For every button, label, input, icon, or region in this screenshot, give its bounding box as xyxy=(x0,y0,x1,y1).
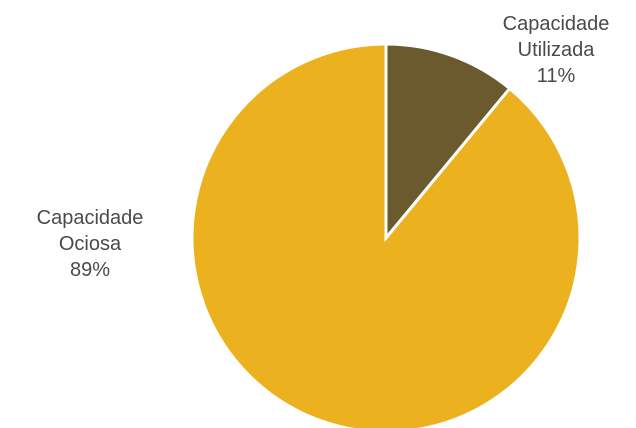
slice-category-label: Ociosa xyxy=(59,233,122,255)
labels-layer: Capacidade Utilizada 11% Capacidade Ociosa 89… xyxy=(37,13,610,281)
slice-value-label: 11% xyxy=(537,65,576,87)
slice-label: Capacidade Ociosa 89% xyxy=(37,207,144,281)
slices-layer xyxy=(190,42,582,428)
slice-value-label: 89% xyxy=(70,259,110,281)
slice-category-label: Capacidade xyxy=(37,207,144,229)
slice-category-label: Capacidade xyxy=(503,13,610,35)
slice-category-label: Utilizada xyxy=(518,39,596,61)
pie-slice-capacidade-ociosa xyxy=(190,42,582,428)
pie-slice-capacidade-utilizada xyxy=(384,42,512,243)
slice-label: Capacidade Utilizada 11% xyxy=(503,13,610,87)
